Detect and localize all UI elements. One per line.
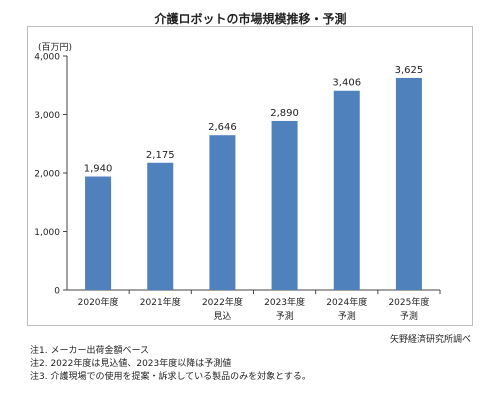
data-label: 3,406 bbox=[332, 78, 361, 89]
x-tick-label: 2025年度 bbox=[388, 296, 429, 308]
x-tick-label: 2023年度 bbox=[264, 296, 305, 308]
data-label: 2,890 bbox=[270, 108, 299, 119]
x-tick-sublabel: 予測 bbox=[276, 310, 294, 322]
x-tick-label: 2022年度 bbox=[202, 296, 243, 308]
data-label: 1,940 bbox=[84, 164, 113, 175]
x-tick-sublabel: 見込 bbox=[213, 311, 231, 322]
x-tick-label: 2021年度 bbox=[140, 296, 181, 308]
bar bbox=[395, 77, 422, 290]
note-2: 注2. 2022年度は見込値、2023年度以降は予測値 bbox=[30, 359, 232, 369]
data-label: 3,625 bbox=[395, 65, 424, 76]
data-label: 2,646 bbox=[208, 122, 237, 133]
bar bbox=[85, 176, 112, 290]
y-tick-label: 3,000 bbox=[34, 111, 60, 121]
chart-frame bbox=[27, 26, 473, 326]
y-tick-label: 0 bbox=[54, 287, 60, 297]
data-label: 2,175 bbox=[146, 150, 175, 161]
notes-block: 注1. メーカー出荷金額ベース 注2. 2022年度は見込値、2023年度以降は… bbox=[30, 345, 311, 384]
y-tick-label: 1,000 bbox=[34, 228, 60, 238]
y-axis-unit-label: (百万円) bbox=[38, 43, 73, 53]
bar bbox=[147, 162, 174, 290]
note-3: 注3. 介護現場での使用を提案・訴求している製品のみを対象とする。 bbox=[30, 372, 311, 382]
x-tick-sublabel: 予測 bbox=[400, 310, 418, 322]
source-credit: 矢野経済研究所調べ bbox=[389, 335, 471, 345]
note-1: 注1. メーカー出荷金額ベース bbox=[30, 346, 149, 356]
y-tick-label: 2,000 bbox=[34, 170, 60, 180]
bar bbox=[333, 90, 360, 291]
bar bbox=[209, 135, 236, 290]
x-tick-label: 2020年度 bbox=[78, 296, 119, 308]
x-tick-sublabel: 予測 bbox=[338, 310, 356, 322]
x-tick-label: 2024年度 bbox=[326, 296, 367, 308]
bar bbox=[271, 120, 298, 290]
y-tick-label: 4,000 bbox=[34, 53, 60, 63]
chart-title: 介護ロボットの市場規模推移・予測 bbox=[154, 12, 347, 26]
